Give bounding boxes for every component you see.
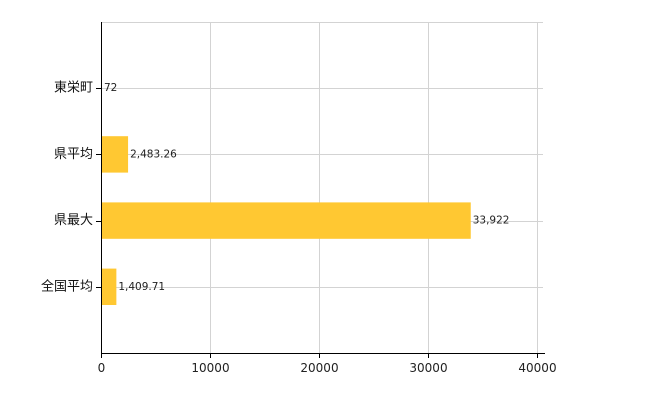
category-label: 全国平均 — [41, 278, 93, 294]
category-label: 県平均 — [54, 147, 93, 162]
x-tick-label: 40000 — [518, 361, 556, 375]
data-label: 33,922 — [473, 215, 510, 227]
bars — [101, 69, 471, 306]
data-label: 1,409.71 — [118, 281, 165, 293]
grid-lines — [101, 22, 543, 353]
bar-2 — [101, 202, 471, 239]
category-label: 県最大 — [54, 213, 93, 228]
x-tick-label: 0 — [98, 361, 106, 375]
labels: 東栄町 72 県平均 2,483.26 県最大 33,922 全国平均 1,409.71 0 10… — [41, 80, 557, 375]
bar-3 — [101, 268, 117, 306]
x-tick-label: 20000 — [300, 361, 338, 375]
x-tick-label: 10000 — [191, 361, 229, 375]
x-tick-label: 30000 — [409, 361, 447, 375]
data-label: 72 — [104, 82, 117, 94]
axes — [96, 22, 545, 358]
bar-1 — [101, 136, 129, 173]
data-label: 2,483.26 — [130, 148, 177, 160]
category-label: 東栄町 — [54, 80, 93, 96]
